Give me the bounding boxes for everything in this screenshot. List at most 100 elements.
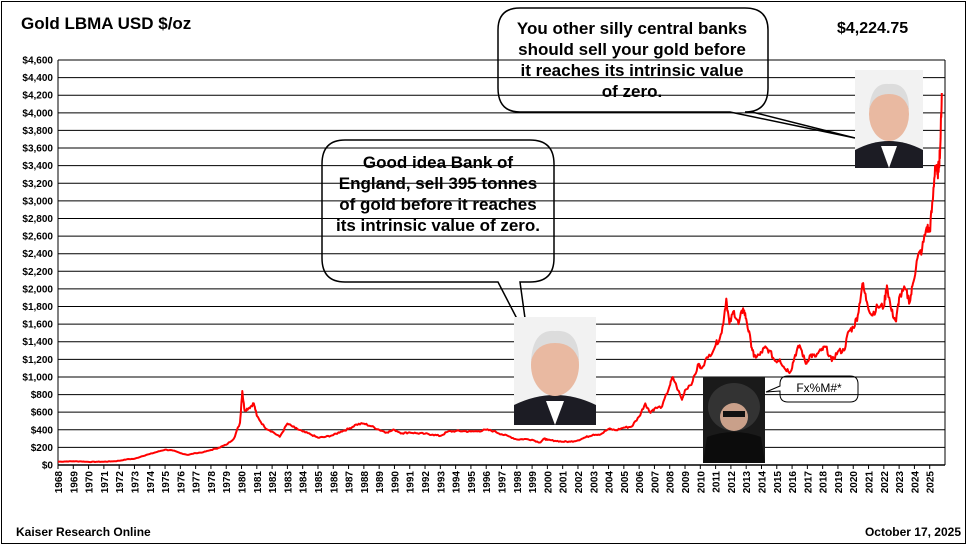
x-tick-label: 1970	[85, 471, 96, 494]
x-tick-label: 1968	[54, 471, 65, 494]
y-tick-label: $800	[31, 390, 54, 401]
x-tick-label: 1983	[283, 471, 294, 494]
x-tick-label: 1973	[130, 471, 141, 494]
y-tick-label: $1,400	[22, 337, 53, 348]
x-tick-label: 1992	[421, 471, 432, 494]
x-tick-label: 2015	[773, 471, 784, 494]
x-tick-label: 1993	[436, 471, 447, 494]
x-tick-label: 2022	[880, 471, 891, 494]
x-tick-label: 1972	[115, 471, 126, 494]
y-tick-label: $2,200	[22, 267, 53, 278]
x-tick-label: 1997	[498, 471, 509, 494]
y-tick-label: $3,400	[22, 161, 53, 172]
x-tick-label: 2001	[559, 471, 570, 494]
gold-price-line	[57, 92, 943, 464]
helmet-character-photo	[703, 377, 765, 463]
x-tick-label: 2017	[803, 471, 814, 494]
x-tick-label: 1994	[452, 471, 463, 494]
x-tick-label: 2014	[757, 471, 768, 494]
x-tick-label: 2000	[543, 471, 554, 494]
small-bubble-shape	[765, 375, 859, 403]
x-tick-label: 1981	[253, 471, 264, 494]
y-tick-label: $2,600	[22, 232, 53, 243]
x-tick-label: 1975	[161, 471, 172, 494]
x-tick-label: 2007	[650, 471, 661, 494]
x-tick-label: 1984	[299, 471, 310, 494]
x-tick-label: 1976	[176, 471, 187, 494]
top-bubble-text: You other silly central banks should sel…	[516, 19, 748, 101]
y-tick-label: $4,400	[22, 73, 53, 84]
x-tick-label: 1985	[314, 471, 325, 494]
x-tick-label: 1995	[467, 471, 478, 494]
top-bubble-shape	[497, 7, 856, 139]
y-tick-label: $1,200	[22, 355, 53, 366]
x-tick-label: 2025	[926, 471, 937, 494]
x-tick-label: 2006	[635, 471, 646, 494]
grid-lines	[57, 59, 946, 466]
x-tick-label: 1987	[345, 471, 356, 494]
portrait-photo-middle	[514, 317, 596, 425]
x-tick-label: 2002	[574, 471, 585, 494]
small-bubble-text: Fx%M#*	[796, 381, 842, 395]
x-axis-ticks: 1968 1969 1970 1971 1972 1973 1974 1975 1976 1977…	[54, 465, 937, 493]
y-tick-label: $3,800	[22, 126, 53, 137]
x-tick-label: 2013	[742, 471, 753, 494]
y-tick-label: $3,000	[22, 196, 53, 207]
x-tick-label: 1982	[268, 471, 279, 494]
x-tick-label: 1974	[146, 471, 157, 494]
y-tick-label: $3,600	[22, 144, 53, 155]
y-tick-label: $1,600	[22, 320, 53, 331]
x-tick-label: 2012	[727, 471, 738, 494]
x-tick-label: 2024	[910, 471, 921, 494]
x-tick-label: 1999	[528, 471, 539, 494]
x-tick-label: 2020	[849, 471, 860, 494]
x-tick-label: 2011	[712, 471, 723, 493]
y-tick-label: $1,800	[22, 302, 53, 313]
y-tick-label: $4,200	[22, 91, 53, 102]
x-tick-label: 2009	[681, 471, 692, 494]
y-tick-label: $400	[31, 425, 54, 436]
x-tick-label: 2016	[788, 471, 799, 494]
y-tick-label: $1,000	[22, 372, 53, 383]
y-tick-label: $2,000	[22, 284, 53, 295]
chart-title: Gold LBMA USD $/oz	[21, 14, 192, 33]
x-tick-label: 1989	[375, 471, 386, 494]
x-tick-label: 2019	[834, 471, 845, 494]
latest-price: $4,224.75	[837, 20, 909, 37]
x-tick-label: 2003	[589, 471, 600, 494]
x-tick-label: 1977	[192, 471, 203, 494]
middle-bubble-text: Good idea Bank of England, sell 395 tonn…	[335, 153, 541, 235]
date-label: October 17, 2025	[864, 525, 961, 539]
x-tick-label: 1980	[238, 471, 249, 494]
middle-bubble-shape	[321, 139, 555, 341]
x-tick-label: 1971	[100, 471, 111, 494]
y-tick-label: $600	[31, 408, 54, 419]
y-tick-label: $4,000	[22, 108, 53, 119]
portrait-photo-top	[855, 70, 923, 168]
y-tick-label: $4,600	[22, 56, 53, 67]
x-tick-label: 2021	[865, 471, 876, 494]
y-tick-label: $2,800	[22, 214, 53, 225]
source-label: Kaiser Research Online	[16, 525, 151, 539]
y-tick-label: $200	[31, 443, 54, 454]
x-tick-label: 1988	[360, 471, 371, 494]
x-tick-label: 1986	[329, 471, 340, 494]
y-tick-label: $3,200	[22, 179, 53, 190]
y-tick-label: $0	[42, 461, 54, 472]
y-tick-label: $2,400	[22, 249, 53, 260]
x-tick-label: 1998	[513, 471, 524, 494]
x-tick-label: 2018	[819, 471, 830, 494]
x-tick-label: 1969	[69, 471, 80, 494]
x-tick-label: 1979	[222, 471, 233, 494]
x-tick-label: 2005	[620, 471, 631, 494]
x-tick-label: 1991	[406, 471, 417, 494]
x-tick-label: 1978	[207, 471, 218, 494]
x-tick-label: 1990	[390, 471, 401, 494]
x-tick-label: 2004	[605, 471, 616, 494]
x-tick-label: 2023	[895, 471, 906, 494]
x-tick-label: 1996	[482, 471, 493, 494]
x-tick-label: 2008	[666, 471, 677, 494]
x-tick-label: 2010	[696, 471, 707, 494]
